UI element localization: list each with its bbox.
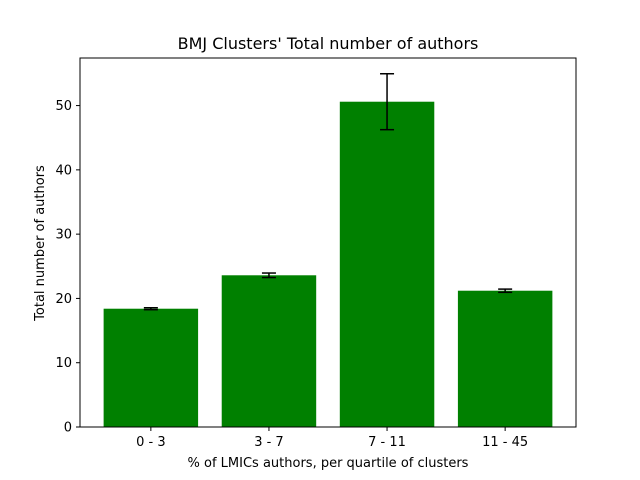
x-tick-label: 0 - 3 xyxy=(136,435,166,450)
error-bar-4 xyxy=(498,288,513,294)
bar-2 xyxy=(221,275,317,427)
error-bar-2 xyxy=(261,272,276,279)
y-tick-label: 0 xyxy=(64,421,72,436)
y-tick-label: 30 xyxy=(55,228,72,243)
axes-layer xyxy=(79,57,577,428)
plot-frame xyxy=(79,57,577,428)
y-axis-label: Total number of authors xyxy=(33,165,48,322)
bars-layer xyxy=(103,101,553,427)
x-tick-label: 7 - 11 xyxy=(368,435,406,450)
error-bar-3 xyxy=(380,73,395,131)
x-ticks-layer: 0 - 3 3 - 7 7 - 11 11 - 45 xyxy=(136,427,528,450)
y-ticks-layer: 0 10 20 30 40 50 xyxy=(55,99,80,436)
bar-4 xyxy=(457,290,553,427)
y-tick-label: 40 xyxy=(55,163,72,178)
chart-title: BMJ Clusters' Total number of authors xyxy=(178,34,479,53)
bar-3 xyxy=(339,101,435,427)
x-tick-label: 11 - 45 xyxy=(482,435,528,450)
y-tick-label: 10 xyxy=(55,356,72,371)
bar-1 xyxy=(103,308,199,427)
x-axis-label: % of LMICs authors, per quartile of clus… xyxy=(188,456,469,471)
error-bar-1 xyxy=(143,307,158,311)
y-tick-label: 50 xyxy=(55,99,72,114)
y-tick-label: 20 xyxy=(55,292,72,307)
x-tick-label: 3 - 7 xyxy=(254,435,284,450)
errorbars-layer xyxy=(143,73,513,311)
